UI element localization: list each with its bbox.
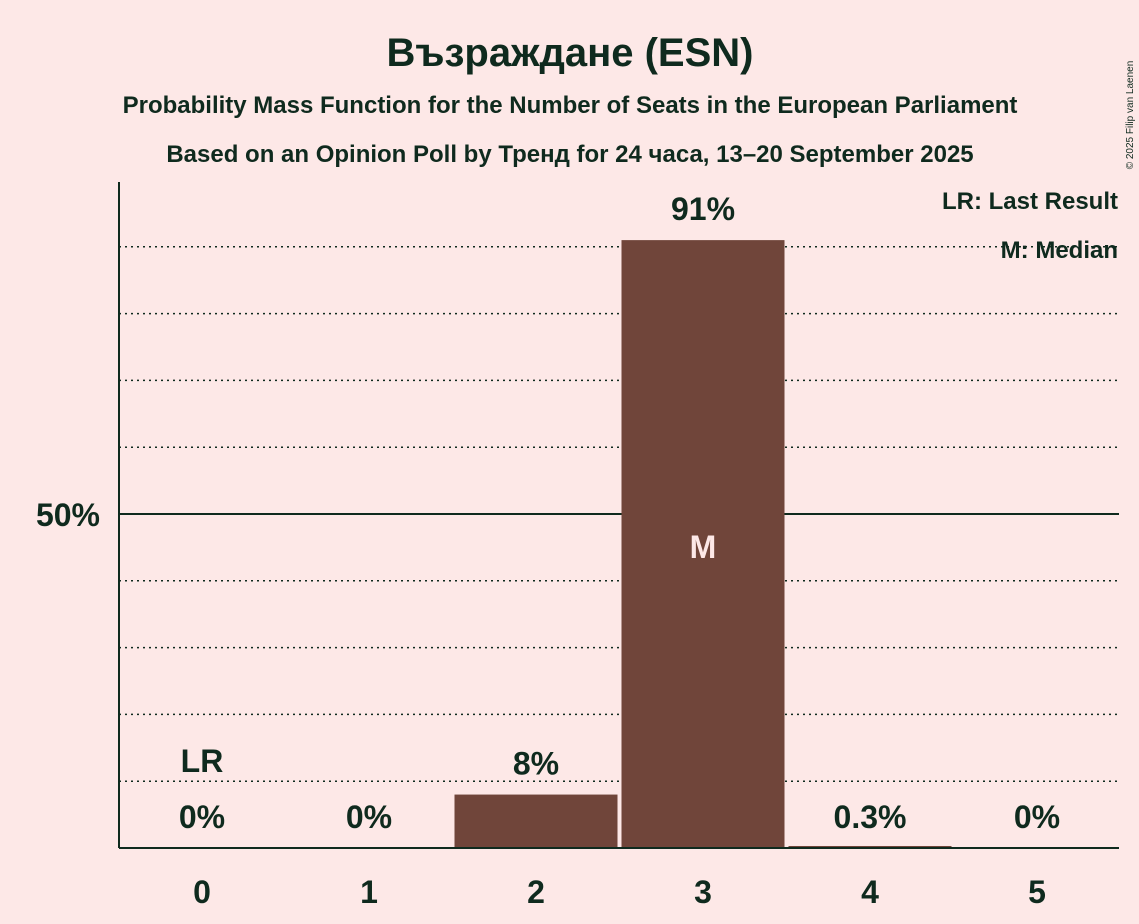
bar-seat-2 [454,794,618,848]
x-tick-label: 3 [694,874,712,910]
chart-title: Възраждане (ESN) [386,31,753,75]
bar-seat-3 [621,240,785,848]
last-result-marker: LR [181,743,224,779]
legend-last-result: LR: Last Result [942,188,1118,215]
x-tick-labels: 0 1 2 3 4 5 [193,874,1046,910]
x-tick-label: 2 [527,874,545,910]
bar-labels: 0% 0% 8% 91% 0.3% 0% LR M [179,191,1060,835]
chart-subtitle-1: Probability Mass Function for the Number… [123,92,1018,119]
bar-value-label: 0% [346,799,392,835]
grid-lines [119,246,1119,782]
bar-value-label: 91% [671,191,735,227]
legend-median: M: Median [1001,237,1118,264]
bars [454,240,952,848]
x-tick-label: 4 [861,874,879,910]
bar-value-label: 0% [179,799,225,835]
median-marker: M [690,529,717,565]
x-tick-label: 5 [1028,874,1046,910]
y-tick-labels: 50% [36,497,100,533]
x-tick-label: 1 [360,874,378,910]
bar-value-label: 8% [513,746,559,782]
bar-seat-4 [788,845,952,848]
chart-subtitle-2: Based on an Opinion Poll by Тренд for 24… [166,141,973,168]
bar-value-label: 0% [1014,799,1060,835]
y-tick-label: 50% [36,497,100,533]
x-tick-label: 0 [193,874,211,910]
bar-value-label: 0.3% [834,799,907,835]
copyright-notice: © 2025 Filip van Laenen [1125,61,1136,170]
